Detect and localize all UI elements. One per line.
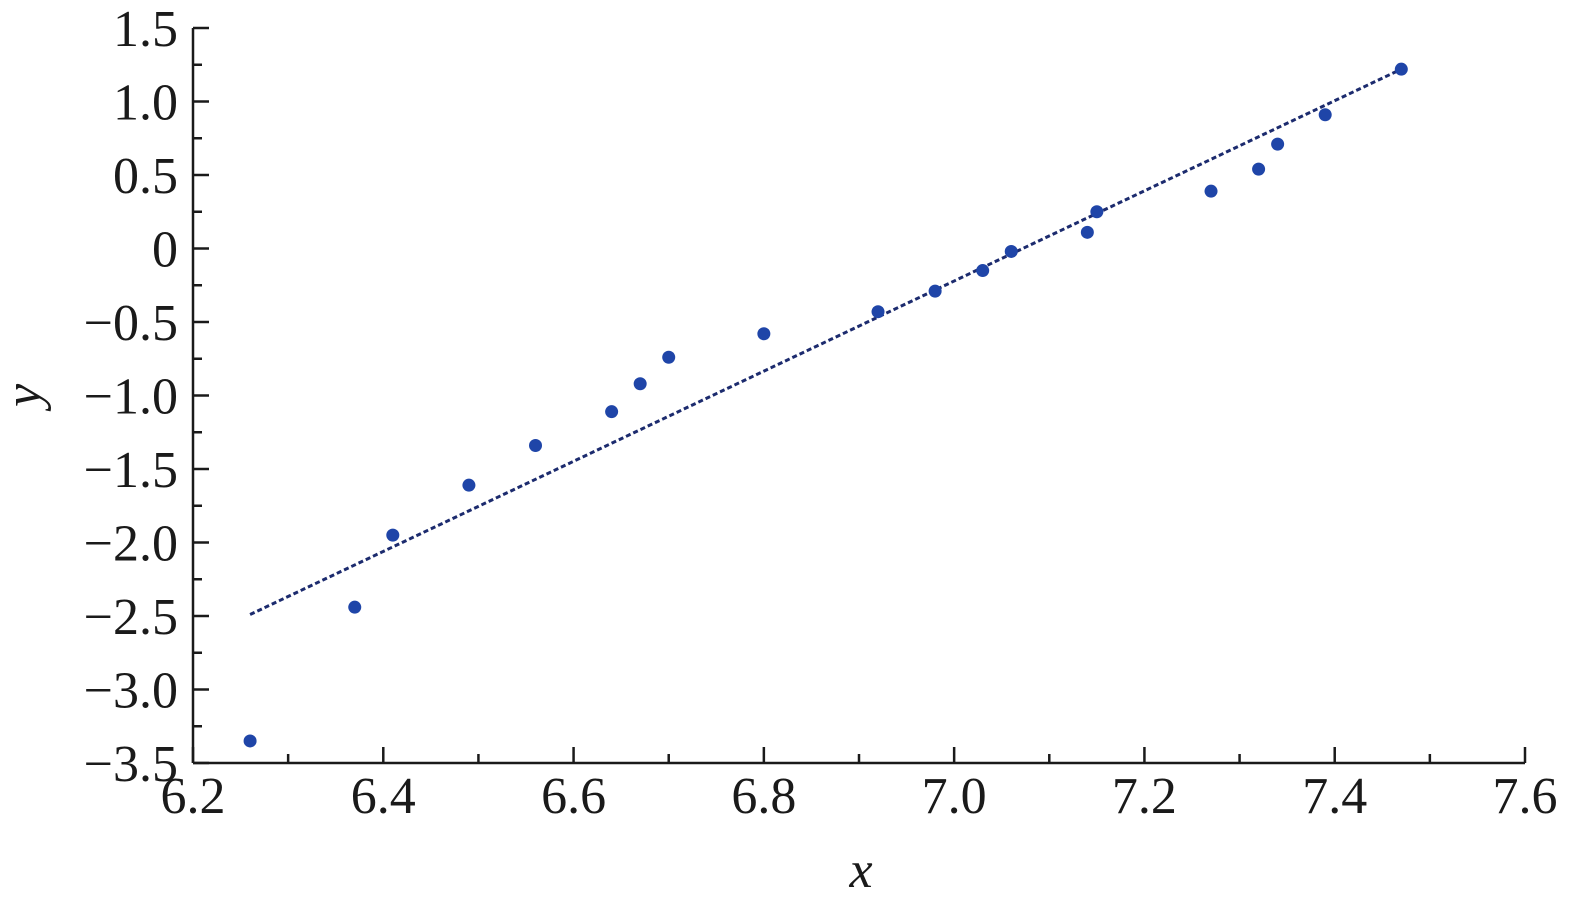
x-tick-label: 7.2	[1112, 768, 1177, 825]
data-point	[529, 438, 543, 452]
y-tick-label: −1.5	[84, 442, 178, 499]
data-point	[1204, 184, 1218, 198]
y-tick-label: 1.0	[113, 75, 178, 132]
data-point	[976, 264, 990, 278]
y-tick-label: −3.0	[84, 663, 178, 720]
data-point	[1004, 244, 1018, 258]
x-tick-label: 6.2	[161, 768, 226, 825]
data-point	[662, 350, 676, 364]
data-point	[633, 377, 647, 391]
data-point	[1080, 225, 1094, 239]
data-point	[386, 528, 400, 542]
x-tick-label: 7.6	[1493, 768, 1558, 825]
data-point	[1090, 205, 1104, 219]
y-tick-label: 0.5	[113, 148, 178, 205]
data-point	[1271, 137, 1285, 151]
x-tick-label: 7.4	[1302, 768, 1367, 825]
y-tick-label: −1.0	[84, 369, 178, 426]
y-axis-title: y	[0, 383, 52, 412]
data-point	[605, 405, 619, 419]
fit-line-group	[249, 67, 1402, 616]
y-tick-label: −3.5	[84, 736, 178, 793]
x-tick-label: 6.6	[541, 768, 606, 825]
data-point	[348, 600, 362, 614]
y-tick-label: −2.5	[84, 589, 178, 646]
y-tick-label: −2.0	[84, 516, 178, 573]
y-tick-label: −0.5	[84, 295, 178, 352]
data-points	[243, 62, 1408, 748]
data-point	[928, 284, 942, 298]
data-point	[1318, 108, 1332, 122]
axes	[191, 28, 1525, 765]
data-point	[871, 305, 885, 319]
data-point	[243, 734, 257, 748]
y-tick-label: 0	[152, 222, 178, 279]
x-tick-label: 6.4	[351, 768, 416, 825]
x-tick-label: 7.0	[922, 768, 987, 825]
data-point	[757, 327, 771, 341]
fit-line	[249, 67, 1402, 616]
data-point	[1394, 62, 1408, 76]
ticks: 6.2 6.4 6.6 6.8 7.0 7.2 7.4 7.6 1.5 1.0 0.5 0 −0.5 −1…	[84, 1, 1558, 825]
data-point	[462, 478, 476, 492]
y-tick-label: 1.5	[113, 1, 178, 58]
x-tick-label: 6.8	[731, 768, 796, 825]
x-axis-title: x	[848, 842, 872, 899]
data-point	[1252, 162, 1266, 176]
